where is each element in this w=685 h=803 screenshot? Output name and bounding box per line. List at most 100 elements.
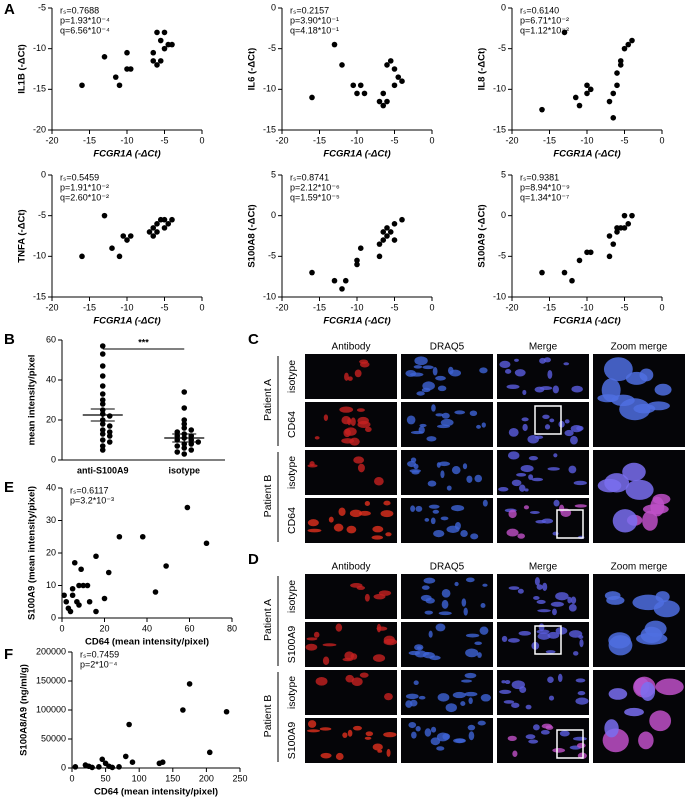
cell-blob [315,677,328,686]
y-tick-label: 0 [271,2,276,12]
cell-blob [359,361,370,368]
cell-blob [563,362,570,366]
stat-label: p=1.91*10⁻² [60,182,109,192]
cell-blob [383,638,398,646]
x-tick-label: -5 [620,135,628,145]
cell-blob [547,676,554,683]
cell-blob [384,692,393,701]
x-tick-label: 0 [199,302,204,312]
y-tick-label: 150000 [36,675,66,685]
cell-blob [372,654,386,662]
cell-blob [314,436,320,440]
x-tick-label: 200 [199,773,214,783]
cell-blob [359,672,369,678]
cell-blob [428,504,440,509]
point [99,437,106,443]
cell-blob [479,367,488,374]
cell-blob [405,369,417,377]
stat-label: rₛ=0.7459 [80,649,119,659]
point [181,445,188,451]
point [203,540,210,547]
point [99,363,106,369]
point [106,413,113,419]
x-tick-label: -20 [505,135,518,145]
cell-blob [541,518,554,524]
y-tick-label: -15 [33,291,46,301]
x-axis-label: FCGR1A (-ΔCt) [93,149,160,160]
y-tick-label: 0 [41,169,46,179]
cell-blob [463,607,468,616]
cell-blob [415,505,423,512]
y-axis-label: S100A9 (mean intensity/pixel) [27,486,38,620]
point [561,29,568,36]
point [181,421,188,427]
x-tick-label: -5 [160,302,168,312]
cell-blob [365,426,372,432]
point [617,58,624,64]
cell-blob [378,590,392,596]
column-header: Antibody [332,342,371,353]
cell-blob [521,417,529,422]
micrograph [497,670,589,715]
y-axis-label: TNFA (-ΔCt) [17,209,28,262]
point [625,221,632,227]
cell-blob [374,477,384,486]
cell-blob [570,435,578,445]
cell-blob [514,369,526,377]
y-tick-label: -10 [493,291,506,301]
cell-blob [306,637,318,641]
column-header: Merge [529,562,558,573]
cell-blob [564,429,574,437]
x-tick-label: 50 [101,773,111,783]
micrograph [401,718,493,763]
point [361,90,368,97]
point [116,82,123,89]
point [69,585,76,592]
cell-blob [408,722,417,729]
cell-blob [511,702,520,708]
cell-blob [344,372,349,381]
cell-blob [578,635,584,639]
x-axis-label: FCGR1A (-ΔCt) [553,149,620,160]
cell-blob [441,589,451,598]
point [71,559,78,566]
cell-blob [573,651,579,656]
x-tick-label: -15 [313,135,326,145]
point [116,533,123,540]
x-tick-label: -15 [83,302,96,312]
point [399,216,405,223]
cell-blob [474,641,482,646]
point [106,423,113,429]
cell-blob [498,487,509,492]
cell-blob [410,505,416,512]
cell-blob [371,535,384,540]
cell-blob [346,525,357,534]
cell-blob [507,451,520,460]
x-tick-label: 0 [199,135,204,145]
cell-blob [480,694,491,702]
cell-blob [446,525,460,533]
cell-blob [465,577,475,583]
stat-label: p=8.94*10⁻⁹ [520,182,570,192]
y-tick-label: 20 [46,414,56,424]
x-tick-label: -5 [160,135,168,145]
cell-blob [523,505,530,510]
point [576,102,583,109]
panel-letter: E [4,479,14,496]
micrograph [305,450,397,495]
cell-blob [519,484,526,492]
cell-blob [625,479,654,500]
point [150,49,157,56]
y-tick-label: -5 [268,251,276,261]
x-tick-label: 100 [132,773,147,783]
y-tick-label: -5 [498,43,506,53]
cell-blob [464,691,478,697]
point [99,443,106,449]
cell-blob [342,732,348,738]
cell-blob [469,410,478,416]
cell-blob [307,528,322,533]
cell-blob [536,629,550,634]
point [350,82,357,89]
point [539,269,545,276]
